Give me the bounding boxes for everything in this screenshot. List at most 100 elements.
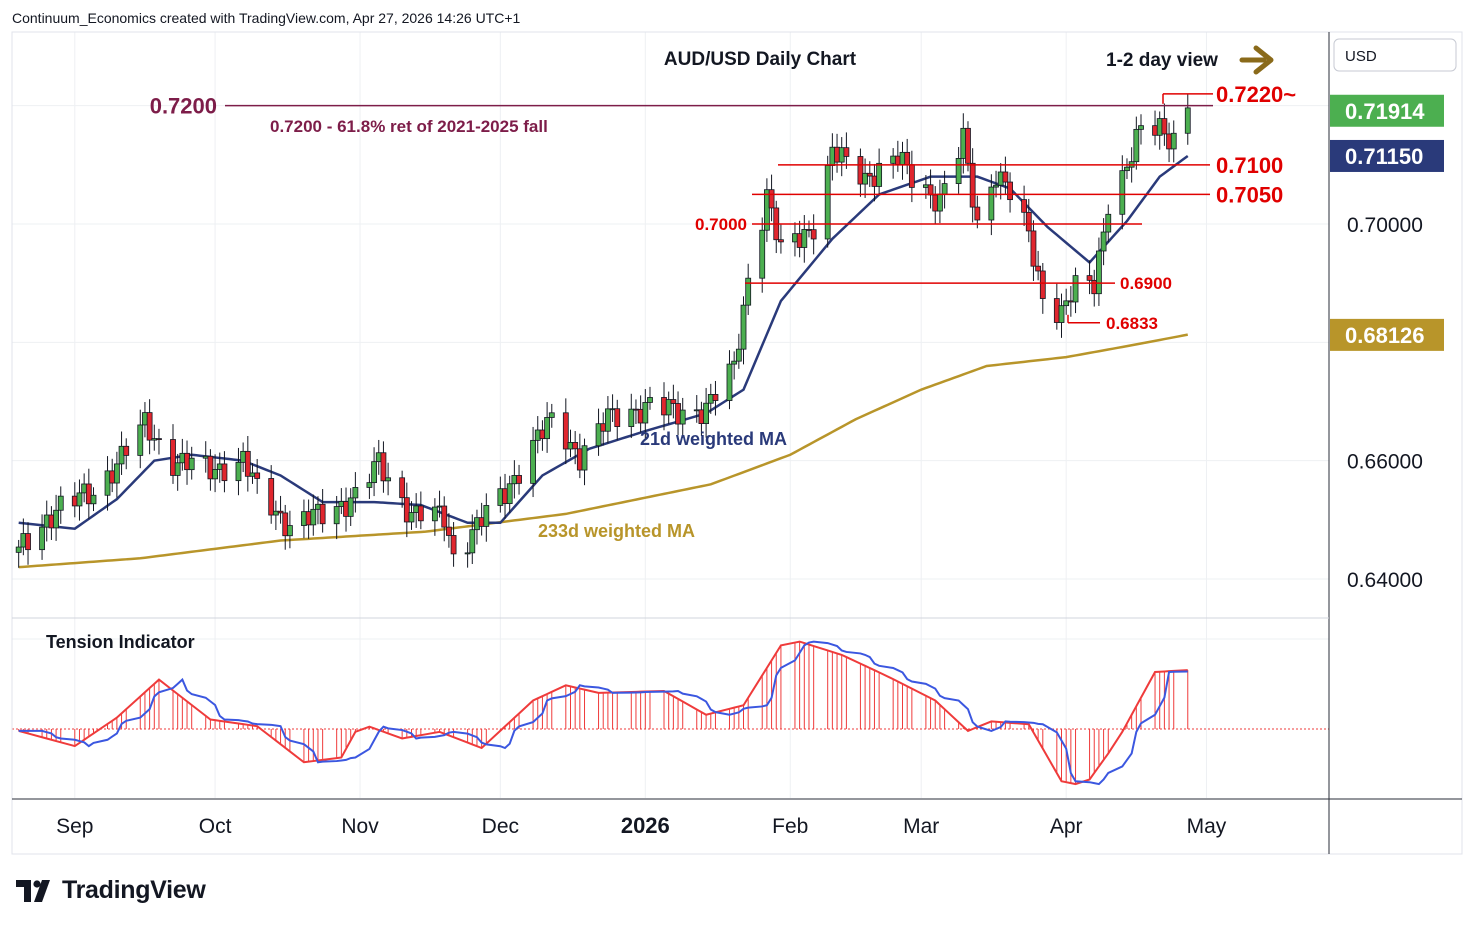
candle-body xyxy=(604,408,611,432)
candle-body xyxy=(188,457,195,471)
candle-body xyxy=(235,461,242,482)
candle-body xyxy=(207,455,214,480)
candle-body xyxy=(576,448,583,471)
candle-body xyxy=(534,429,541,441)
candle-body xyxy=(315,503,321,510)
candle-body xyxy=(922,184,929,188)
candle-body xyxy=(857,156,864,185)
candle-body xyxy=(539,429,546,440)
chart-title: AUD/USD Daily Chart xyxy=(664,49,857,70)
candle-body xyxy=(1030,230,1037,267)
x-tick-label: Sep xyxy=(56,815,93,838)
currency-label: USD xyxy=(1345,48,1377,65)
candle-body xyxy=(806,229,812,231)
tradingview-logo-text: TradingView xyxy=(62,876,206,904)
candle-body xyxy=(1152,125,1158,136)
candle-body xyxy=(305,511,312,526)
level-0.7100-label: 0.7100 xyxy=(1216,153,1283,178)
candle-body xyxy=(572,442,579,450)
candle-body xyxy=(511,475,518,485)
price-badge-label: 0.68126 xyxy=(1345,323,1425,348)
candle-body xyxy=(1138,125,1144,130)
candle-body xyxy=(431,506,438,522)
candle-body xyxy=(988,186,995,221)
candle-body xyxy=(745,277,752,306)
support-resistance-levels: 0.7200 0.7200 - 61.8% ret of 2021-2025 fa… xyxy=(150,82,1297,333)
candle-body xyxy=(240,450,247,463)
candle-body xyxy=(71,495,78,507)
x-tick-label: Nov xyxy=(341,815,379,838)
candle-body xyxy=(483,505,490,527)
candle-body xyxy=(506,483,513,505)
candle-body xyxy=(179,452,186,464)
candle-body xyxy=(1166,133,1172,150)
candle-body xyxy=(343,501,349,517)
candle-body xyxy=(1025,211,1032,232)
ma21-label: 21d weighted MA xyxy=(640,429,787,449)
candle-body xyxy=(712,394,719,401)
tension-slow-line xyxy=(18,640,1188,786)
candle-body xyxy=(595,423,602,447)
candle-body xyxy=(287,525,293,537)
axes: 0.64000 0.66000 0.70000 Sep Oct Nov Dec 2026 Feb… xyxy=(56,38,1457,838)
candle-body xyxy=(937,193,943,212)
candle-body xyxy=(249,472,256,477)
candle-body xyxy=(76,492,83,507)
candle-body xyxy=(497,488,504,506)
candle-body xyxy=(796,233,803,248)
candle-body xyxy=(413,505,420,513)
candle-body xyxy=(778,239,784,243)
candle-body xyxy=(661,397,667,416)
candle-body xyxy=(600,423,607,432)
candle-body xyxy=(1091,279,1098,295)
candle-body xyxy=(965,127,971,164)
candle-body xyxy=(829,146,836,166)
view-label: 1-2 day view xyxy=(1106,50,1218,71)
candle-body xyxy=(637,408,644,424)
candle-body xyxy=(277,510,284,514)
candle-body xyxy=(212,469,218,480)
candle-body xyxy=(184,452,190,471)
candle-body xyxy=(1170,132,1177,150)
candle-body xyxy=(974,206,981,221)
candle-body xyxy=(614,408,621,427)
candle-body xyxy=(221,463,228,482)
candle-body xyxy=(768,189,775,209)
candle-body xyxy=(1096,250,1102,295)
candle-body xyxy=(151,438,158,441)
candle-body xyxy=(268,478,275,516)
candle-body xyxy=(759,229,766,279)
candle-body xyxy=(871,175,878,187)
candle-body xyxy=(908,164,915,188)
candle-body xyxy=(838,147,845,163)
candle-body xyxy=(90,494,97,505)
candle-body xyxy=(1058,305,1065,323)
candle-body xyxy=(123,445,130,456)
candle-body xyxy=(567,442,574,450)
x-tick-label: Oct xyxy=(199,815,232,838)
ma233-polyline xyxy=(18,333,1189,569)
candle-body xyxy=(202,455,209,459)
candle-body xyxy=(272,510,279,516)
candle-body xyxy=(417,505,424,522)
x-tick-label: Mar xyxy=(903,815,939,838)
tradingview-logo[interactable]: TradingView xyxy=(16,876,206,905)
candle-body xyxy=(1100,231,1107,252)
candle-body xyxy=(548,412,555,418)
candle-body xyxy=(679,409,686,425)
candle-body xyxy=(1035,265,1042,272)
candle-body xyxy=(450,535,457,555)
x-tick-label: Feb xyxy=(772,815,808,838)
level-0.7200-label: 0.7200 xyxy=(150,94,217,119)
candle-body xyxy=(1072,275,1079,303)
y-tick-label: 0.66000 xyxy=(1347,451,1423,474)
price-badge xyxy=(1330,318,1444,351)
ma233-label: 233d weighted MA xyxy=(538,521,695,541)
candlesticks xyxy=(15,93,1191,568)
candle-body xyxy=(170,439,176,476)
candle-body xyxy=(693,409,700,412)
candle-body xyxy=(478,517,485,527)
candle-body xyxy=(562,412,569,450)
candle-body xyxy=(371,461,377,484)
